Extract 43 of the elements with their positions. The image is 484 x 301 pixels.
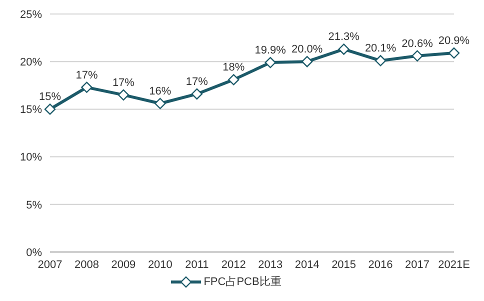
y-tick-label: 15% [20, 104, 42, 116]
data-label: 20.6% [402, 38, 434, 50]
point [412, 50, 423, 62]
data-label: 20.0% [291, 44, 323, 56]
point [374, 55, 386, 66]
point [448, 47, 460, 59]
data-label: 17% [112, 76, 135, 89]
point [338, 44, 350, 55]
x-tick-label: 2014 [294, 258, 320, 271]
point [264, 56, 276, 68]
y-tick-label: 10% [20, 152, 42, 164]
point [228, 74, 240, 86]
x-tick-label: 2016 [368, 258, 393, 271]
x-tick-label: 2008 [74, 258, 99, 271]
data-label: 19.9% [254, 44, 286, 57]
point [81, 82, 92, 93]
x-tick-label: 2015 [332, 258, 356, 271]
point [301, 56, 313, 68]
legend-label: FPC占PCB比重 [204, 275, 282, 289]
data-label: 18% [222, 62, 245, 74]
data-label: 21.3% [328, 31, 360, 44]
x-tick-label: 2010 [148, 258, 172, 271]
point [118, 89, 130, 101]
x-tick-label: 2007 [38, 258, 62, 271]
point [191, 88, 203, 100]
data-label: 17% [76, 69, 98, 82]
x-tick-label: 2013 [258, 258, 283, 271]
data-label: 17% [186, 76, 208, 88]
x-tick-label: 2009 [111, 258, 136, 271]
point [44, 104, 56, 115]
y-tick-label: 0% [26, 246, 42, 259]
y-tick-label: 25% [20, 8, 42, 21]
data-label: 16% [149, 85, 172, 98]
data-label: 20.1% [364, 42, 396, 55]
data-label: 20.9% [438, 35, 470, 48]
x-tick-label: 2012 [221, 258, 246, 271]
y-tick-label: 20% [20, 56, 42, 69]
y-tick-label: 5% [26, 199, 42, 212]
x-tick-label: 2017 [405, 258, 430, 271]
data-label: 15% [38, 91, 62, 104]
x-tick-label: 2011 [185, 258, 209, 271]
point [154, 98, 166, 110]
x-tick-label: 2021E [438, 258, 470, 271]
